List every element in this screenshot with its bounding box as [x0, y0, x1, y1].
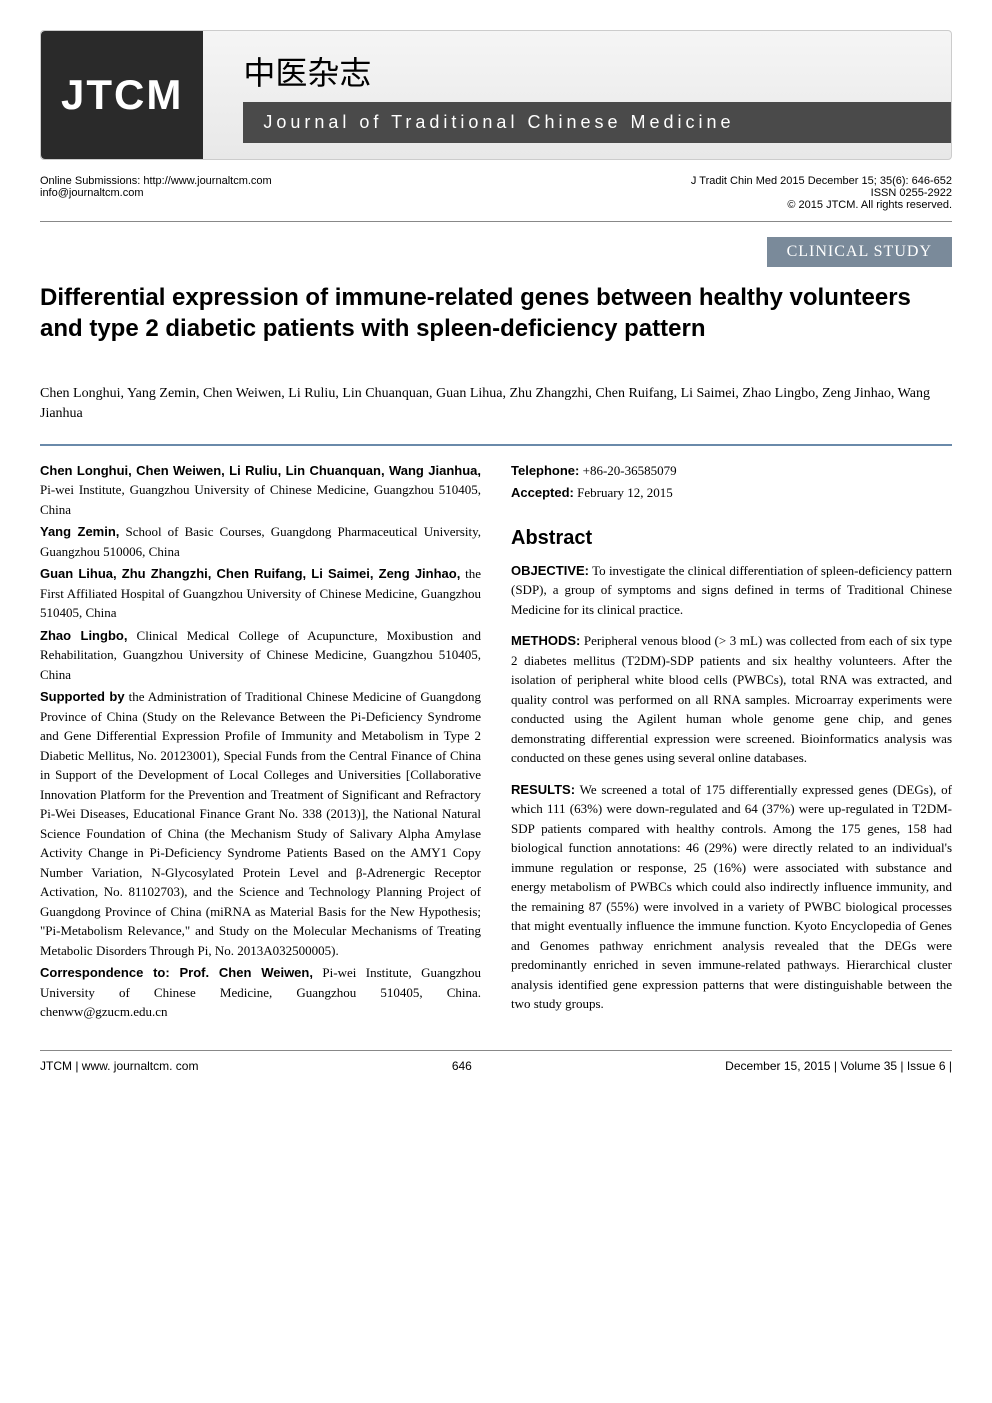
- affiliation-item: Yang Zemin, School of Basic Courses, Gua…: [40, 522, 481, 561]
- footer-journal: JTCM | www. journaltcm. com: [40, 1059, 198, 1073]
- journal-title: Journal of Traditional Chinese Medicine: [243, 102, 951, 143]
- authors-list: Chen Longhui, Yang Zemin, Chen Weiwen, L…: [40, 384, 952, 423]
- abstract-methods: METHODS: Peripheral venous blood (> 3 mL…: [511, 631, 952, 768]
- submission-info-row: Online Submissions: http://www.journaltc…: [40, 175, 952, 211]
- abstract-results: RESULTS: We screened a total of 175 diff…: [511, 780, 952, 1014]
- footer-issue-info: December 15, 2015 | Volume 35 | Issue 6 …: [725, 1059, 952, 1073]
- affiliation-item: Supported by the Administration of Tradi…: [40, 687, 481, 960]
- results-label: RESULTS:: [511, 782, 575, 797]
- affiliation-item: Zhao Lingbo, Clinical Medical College of…: [40, 626, 481, 685]
- affiliation-names: Chen Longhui, Chen Weiwen, Li Ruliu, Lin…: [40, 463, 481, 478]
- affiliation-text: +86-20-36585079: [579, 463, 676, 478]
- journal-header-banner: JTCM 中医杂志 Journal of Traditional Chinese…: [40, 30, 952, 160]
- methods-text: Peripheral venous blood (> 3 mL) was col…: [511, 633, 952, 765]
- affiliation-text: Pi-wei Institute, Guangzhou University o…: [40, 482, 481, 517]
- journal-logo: JTCM: [41, 31, 203, 159]
- header-divider: [40, 221, 952, 222]
- affiliation-names: Yang Zemin,: [40, 524, 119, 539]
- copyright-line: © 2015 JTCM. All rights reserved.: [691, 199, 952, 211]
- affiliation-item: Chen Longhui, Chen Weiwen, Li Ruliu, Lin…: [40, 461, 481, 520]
- citation-line: J Tradit Chin Med 2015 December 15; 35(6…: [691, 175, 952, 187]
- affiliation-names: Accepted:: [511, 485, 574, 500]
- banner-right: 中医杂志 Journal of Traditional Chinese Medi…: [203, 48, 951, 143]
- affiliation-item: Correspondence to: Prof. Chen Weiwen, Pi…: [40, 963, 481, 1022]
- affiliation-item: Accepted: February 12, 2015: [511, 483, 952, 503]
- affiliation-item: Telephone: +86-20-36585079: [511, 461, 952, 481]
- results-text: We screened a total of 175 differentiall…: [511, 782, 952, 1012]
- article-title: Differential expression of immune-relate…: [40, 282, 952, 344]
- affiliation-text: February 12, 2015: [574, 485, 673, 500]
- affiliation-item: Guan Lihua, Zhu Zhangzhi, Chen Ruifang, …: [40, 564, 481, 623]
- affiliation-names: Telephone:: [511, 463, 579, 478]
- chinese-journal-title: 中医杂志: [243, 48, 951, 94]
- affiliation-names: Supported by: [40, 689, 125, 704]
- affiliation-names: Correspondence to: Prof. Chen Weiwen,: [40, 965, 313, 980]
- section-badge: CLINICAL STUDY: [767, 237, 952, 267]
- issn-line: ISSN 0255-2922: [691, 187, 952, 199]
- abstract-heading: Abstract: [511, 523, 952, 553]
- page-footer: JTCM | www. journaltcm. com 646 December…: [40, 1050, 952, 1073]
- submission-right: J Tradit Chin Med 2015 December 15; 35(6…: [691, 175, 952, 211]
- submission-url: Online Submissions: http://www.journaltc…: [40, 175, 272, 187]
- title-underline: [40, 444, 952, 446]
- affiliation-names: Zhao Lingbo,: [40, 628, 127, 643]
- article-body: Chen Longhui, Chen Weiwen, Li Ruliu, Lin…: [40, 461, 952, 1026]
- footer-page-number: 646: [452, 1059, 472, 1073]
- submission-left: Online Submissions: http://www.journaltc…: [40, 175, 272, 211]
- abstract-objective: OBJECTIVE: To investigate the clinical d…: [511, 561, 952, 620]
- methods-label: METHODS:: [511, 633, 580, 648]
- affiliation-text: the Administration of Traditional Chines…: [40, 689, 481, 958]
- affiliation-names: Guan Lihua, Zhu Zhangzhi, Chen Ruifang, …: [40, 566, 460, 581]
- objective-label: OBJECTIVE:: [511, 563, 589, 578]
- submission-email: info@journaltcm.com: [40, 187, 272, 199]
